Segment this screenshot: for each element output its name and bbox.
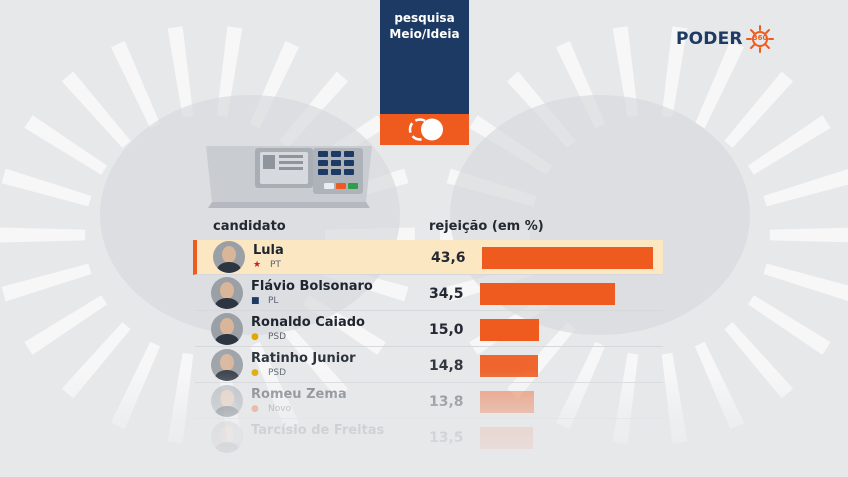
sun-ray <box>1 263 92 302</box>
sun-ray <box>167 352 194 444</box>
candidate-party: PT <box>270 260 281 270</box>
logo-sun-icon: 360 <box>745 24 775 54</box>
sun-ray <box>763 263 848 301</box>
candidate-party: PSD <box>268 368 287 378</box>
sun-ray <box>661 26 688 118</box>
sun-ray <box>724 322 794 399</box>
rejection-value-label: 43,6 <box>431 250 466 266</box>
candidate-avatar <box>213 241 245 273</box>
sun-ray <box>747 115 831 175</box>
novo-logo-icon: ● <box>251 404 259 414</box>
pl-logo-icon: ■ <box>251 296 260 306</box>
rejection-bar <box>480 427 533 449</box>
candidate-avatar <box>211 349 243 381</box>
rejection-bar <box>482 247 653 269</box>
sun-ray <box>612 26 639 118</box>
rejection-value-label: 13,8 <box>429 394 464 410</box>
sun-ray <box>110 40 161 129</box>
psd-logo-icon: ● <box>251 368 259 378</box>
candidate-name: Lula <box>253 243 284 258</box>
candidate-party: Novo <box>268 404 292 414</box>
logo-subtext: 360 <box>752 34 768 42</box>
rejection-value-label: 14,8 <box>429 358 464 374</box>
hill-shape-right <box>450 95 750 335</box>
logo-wordmark: PODER <box>676 29 743 49</box>
sun-ray <box>1 168 92 207</box>
candidate-row: Ratinho Junior ● PSD 14,8 <box>195 348 663 383</box>
candidate-name: Flávio Bolsonaro <box>251 279 373 294</box>
sun-ray <box>747 295 831 355</box>
sun-ray <box>0 227 86 243</box>
sun-ray <box>61 322 131 399</box>
sun-ray <box>167 26 194 118</box>
candidate-party: PSD <box>268 332 287 342</box>
sun-ray <box>694 341 745 430</box>
rejection-value-label: 34,5 <box>429 286 464 302</box>
sun-ray <box>24 295 108 355</box>
candidate-row: Flávio Bolsonaro ■ PL 34,5 <box>195 276 663 311</box>
sun-ray <box>110 341 161 430</box>
survey-badge: pesquisa Meio/Ideia <box>380 0 469 145</box>
survey-logo-block <box>380 114 469 145</box>
candidate-name: Tarcísio de Freitas <box>251 423 385 438</box>
sun-ray <box>661 352 688 444</box>
meio-ideia-logo-icon <box>408 118 443 141</box>
candidate-row: Tarcísio de Freitas 13,5 <box>195 420 663 455</box>
candidate-name: Romeu Zema <box>251 387 347 402</box>
candidate-column-header: candidato <box>213 219 286 234</box>
sun-ray <box>763 169 848 207</box>
sun-ray <box>61 71 131 148</box>
survey-badge-line1: pesquisa <box>394 11 455 25</box>
pt-star-icon: ★ <box>253 260 262 270</box>
candidate-avatar <box>211 313 243 345</box>
sun-ray <box>216 26 243 118</box>
sun-ray <box>694 40 745 129</box>
rejection-bar <box>480 283 615 305</box>
candidate-avatar <box>211 421 243 453</box>
voting-machine-icon <box>206 146 372 208</box>
candidate-avatar <box>211 385 243 417</box>
rejection-bar <box>480 355 538 377</box>
candidate-row: Lula ★ PT 43,6 <box>193 240 663 275</box>
sun-ray <box>724 71 794 148</box>
rejection-value-label: 15,0 <box>429 322 464 338</box>
candidate-name: Ronaldo Caiado <box>251 315 365 330</box>
rejection-bar <box>480 319 539 341</box>
candidate-name: Ratinho Junior <box>251 351 356 366</box>
rejection-column-header: rejeição (em %) <box>429 219 544 234</box>
candidate-party: PL <box>268 296 279 306</box>
rejection-value-label: 13,5 <box>429 430 464 446</box>
sun-ray <box>24 115 108 175</box>
survey-badge-line2: Meio/Ideia <box>389 27 460 41</box>
candidate-avatar <box>211 277 243 309</box>
candidate-row: Romeu Zema ● Novo 13,8 <box>195 384 663 419</box>
poder360-logo: PODER 360 <box>676 24 775 54</box>
sun-ray <box>769 227 848 243</box>
rejection-bar <box>480 391 534 413</box>
psd-logo-icon: ● <box>251 332 259 342</box>
candidate-row: Ronaldo Caiado ● PSD 15,0 <box>195 312 663 347</box>
survey-badge-title: pesquisa Meio/Ideia <box>380 0 469 114</box>
